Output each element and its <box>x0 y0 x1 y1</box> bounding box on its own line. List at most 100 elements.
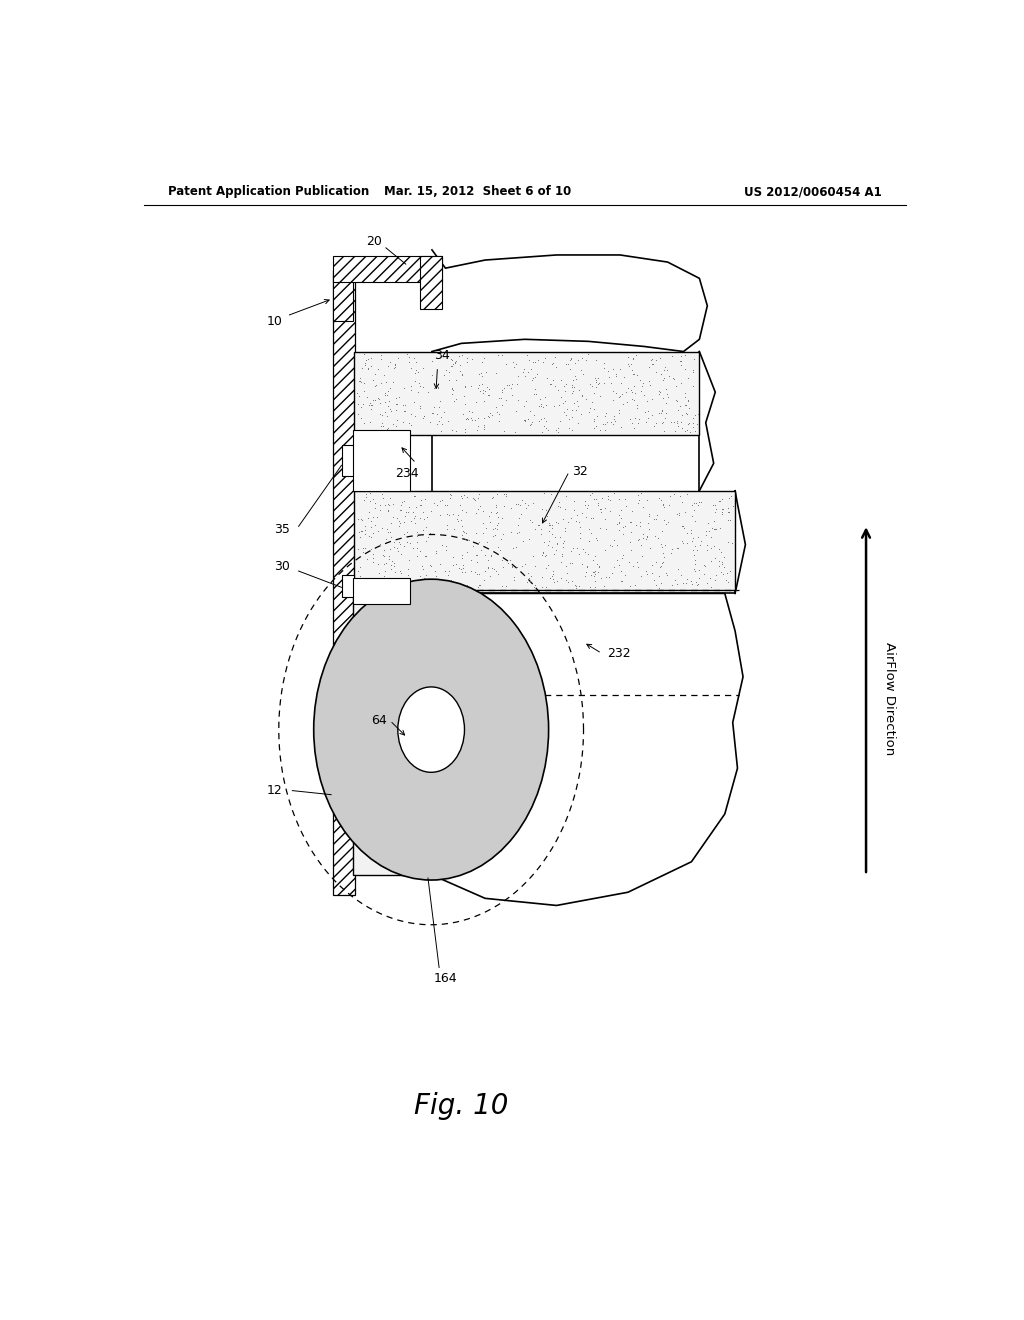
Point <box>673 355 689 376</box>
Point <box>666 412 682 433</box>
Point <box>630 413 646 434</box>
Point <box>673 346 689 367</box>
Point <box>614 393 631 414</box>
Point <box>480 557 497 578</box>
Point <box>375 545 391 566</box>
Point <box>422 554 438 576</box>
Point <box>610 554 627 576</box>
Point <box>698 540 715 561</box>
Point <box>596 540 612 561</box>
Point <box>364 395 380 416</box>
Point <box>721 487 737 508</box>
Text: 164: 164 <box>433 972 458 985</box>
Text: 10: 10 <box>267 314 283 327</box>
Point <box>365 548 381 569</box>
Point <box>634 372 650 393</box>
Point <box>648 508 665 529</box>
Point <box>452 360 468 381</box>
Point <box>545 370 561 391</box>
Point <box>535 541 551 562</box>
Point <box>387 352 403 374</box>
Point <box>581 531 597 552</box>
Point <box>707 569 723 590</box>
Point <box>666 368 682 389</box>
Point <box>601 566 617 587</box>
Point <box>596 358 612 379</box>
Point <box>426 396 442 417</box>
Point <box>625 364 641 385</box>
Point <box>675 515 691 536</box>
Point <box>482 545 499 566</box>
Point <box>356 355 373 376</box>
Point <box>676 420 692 441</box>
Point <box>389 347 406 368</box>
Point <box>558 556 574 577</box>
Point <box>382 399 398 420</box>
Point <box>586 411 602 432</box>
Point <box>652 381 669 403</box>
Point <box>643 350 659 371</box>
Point <box>587 565 603 586</box>
Point <box>468 545 484 566</box>
Point <box>658 383 675 404</box>
Point <box>690 568 707 589</box>
Point <box>563 508 580 529</box>
Point <box>545 352 561 374</box>
Point <box>538 500 554 521</box>
Point <box>378 552 394 573</box>
Point <box>544 352 560 374</box>
Point <box>550 421 566 442</box>
Point <box>558 354 574 375</box>
Point <box>666 483 682 504</box>
Point <box>670 537 686 558</box>
Point <box>389 576 406 597</box>
Point <box>565 380 582 401</box>
Point <box>579 556 595 577</box>
Bar <box>354 351 699 434</box>
Point <box>373 348 389 370</box>
Point <box>720 510 736 531</box>
Point <box>429 495 445 516</box>
Point <box>433 576 450 597</box>
Point <box>720 531 736 552</box>
Point <box>441 570 458 591</box>
Point <box>454 548 470 569</box>
Point <box>482 403 499 424</box>
Point <box>597 498 613 519</box>
Point <box>539 506 555 527</box>
Point <box>487 494 504 515</box>
Point <box>428 540 444 561</box>
Point <box>580 544 596 565</box>
Point <box>573 385 590 407</box>
Point <box>588 376 604 397</box>
Point <box>506 566 522 587</box>
Point <box>546 544 562 565</box>
Point <box>596 352 612 374</box>
Point <box>374 483 390 504</box>
Point <box>410 532 426 553</box>
Point <box>570 379 587 400</box>
Point <box>374 413 390 434</box>
Point <box>622 512 638 533</box>
Point <box>613 570 630 591</box>
Point <box>586 383 602 404</box>
Point <box>426 492 442 513</box>
Point <box>468 392 484 413</box>
Point <box>713 561 729 582</box>
Point <box>629 364 645 385</box>
Point <box>534 577 550 598</box>
Point <box>651 577 668 598</box>
Point <box>689 527 706 548</box>
Point <box>487 363 504 384</box>
Point <box>463 375 479 396</box>
Point <box>534 519 550 540</box>
Point <box>610 511 627 532</box>
Point <box>364 421 380 442</box>
Point <box>547 375 563 396</box>
Point <box>590 367 606 388</box>
Point <box>470 564 486 585</box>
Point <box>484 519 501 540</box>
Point <box>379 407 395 428</box>
Point <box>391 572 408 593</box>
Point <box>578 506 594 527</box>
